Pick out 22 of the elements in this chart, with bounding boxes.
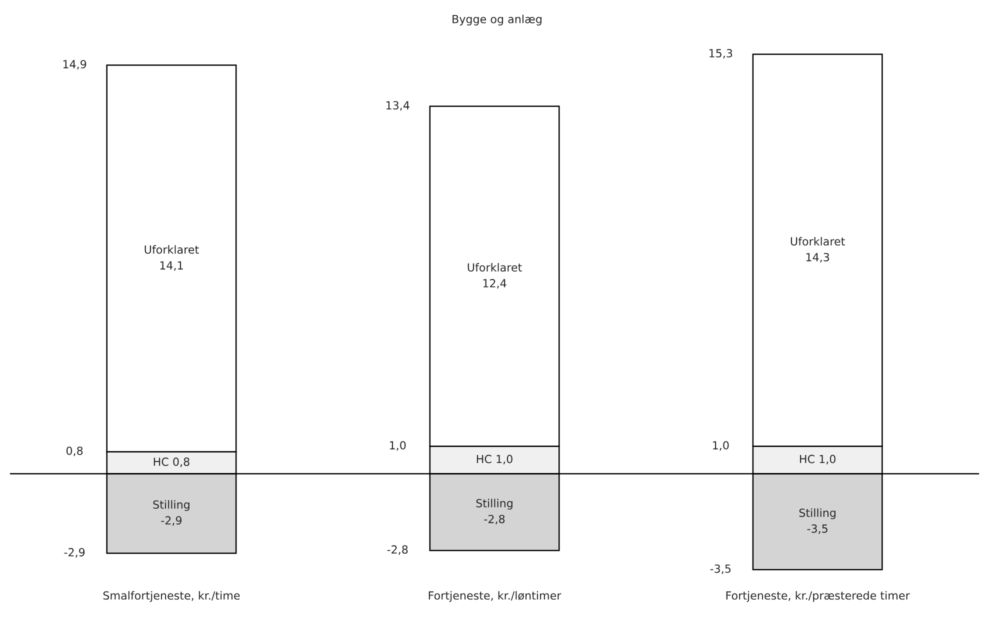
x-tick-label: Fortjeneste, kr./løntimer — [428, 591, 562, 602]
data-label: Uforklaret 14,1 — [144, 245, 199, 271]
annotation: 1,0 — [390, 441, 406, 451]
data-label: HC 1,0 — [476, 454, 512, 464]
x-tick-label: Fortjeneste, kr./præsterede timer — [726, 591, 910, 602]
annotation: -3,5 — [710, 564, 731, 574]
x-tick-label: Smalfortjeneste, kr./time — [103, 591, 240, 602]
text: 15,3 — [710, 49, 732, 59]
annotation: 13,4 — [386, 101, 410, 111]
annotation: -2,8 — [387, 545, 408, 555]
text: 14,9 — [63, 60, 86, 70]
annotation: 1,0 — [713, 441, 729, 451]
data-label: Uforklaret 12,4 — [468, 263, 522, 289]
annotation: 0,8 — [66, 446, 83, 456]
data-label: HC 0,8 — [154, 458, 190, 468]
data-label: Stilling -3,5 — [799, 508, 836, 534]
annotation: -2,9 — [64, 548, 85, 558]
data-label: HC 1,0 — [800, 454, 836, 464]
data-label: Uforklaret 14,3 — [790, 236, 845, 263]
data-label: Stilling -2,8 — [476, 498, 512, 524]
chart-title: Bygge og anlæg — [452, 14, 542, 26]
data-label: Stilling -2,9 — [153, 500, 190, 526]
